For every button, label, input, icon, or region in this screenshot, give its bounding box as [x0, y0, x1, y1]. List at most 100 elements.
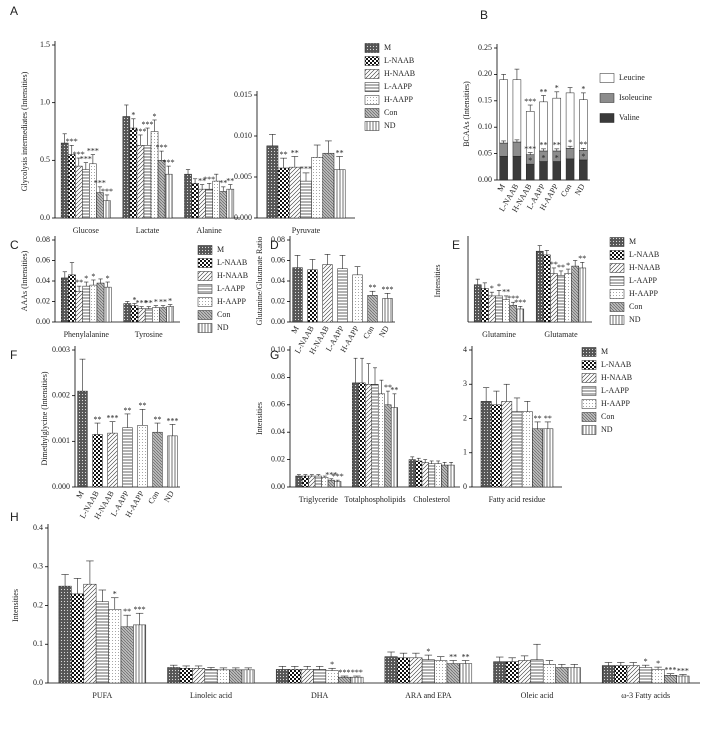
y-axis-label: Intensities: [255, 402, 264, 435]
significance: **: [390, 386, 398, 395]
legend-swatch: [581, 386, 597, 396]
x-tick-label: Oleic acid: [521, 691, 554, 700]
significance: *: [154, 297, 158, 306]
bar-segment: [512, 141, 522, 157]
y-tick-label: 0.00: [271, 317, 285, 326]
significance: ***: [524, 97, 536, 106]
x-tick-label: Pyruvate: [292, 226, 321, 235]
bar: [288, 166, 301, 219]
bar: [676, 675, 690, 684]
legend-swatch: [581, 399, 597, 409]
significance: **: [123, 607, 131, 616]
bar: [521, 411, 533, 488]
legend-swatch: [609, 302, 625, 312]
bar: [327, 479, 335, 488]
y-tick-label: 0.08: [271, 372, 285, 381]
legend-swatch: [197, 323, 213, 333]
legend-label: H-AAPP: [629, 289, 658, 298]
significance: *: [84, 274, 88, 283]
bar: [518, 660, 532, 684]
bar: [61, 277, 69, 323]
significance: **: [502, 288, 510, 297]
legend-label: H-NAAB: [217, 271, 248, 280]
legend-swatch: [197, 271, 213, 281]
bar: [137, 425, 148, 488]
bar: [92, 434, 103, 488]
bar: [377, 393, 385, 488]
significance: *: [153, 112, 157, 121]
y-tick-label: 0.10: [271, 345, 285, 354]
legend-swatch: [609, 237, 625, 247]
x-tick-label: Glucose: [73, 226, 100, 235]
legend-swatch: [609, 289, 625, 299]
bar: [67, 154, 76, 219]
y-tick-label: 0.1: [33, 639, 43, 648]
x-tick-label: ω-3 Fatty acids: [621, 691, 670, 700]
bar: [409, 657, 423, 684]
y-tick-label: 0.003: [52, 345, 70, 354]
bar: [651, 669, 665, 684]
y-axis-label: Glycolysis intermediates (Intensities): [20, 71, 29, 191]
significance: **: [578, 254, 586, 263]
bar: [311, 157, 324, 219]
significance: ***: [514, 298, 526, 307]
x-tick-label: PUFA: [92, 691, 112, 700]
significance: ***: [325, 471, 337, 480]
significance: ***: [156, 143, 168, 152]
significance: *: [644, 657, 648, 666]
panel-label: B: [480, 8, 488, 22]
significance: *: [426, 647, 430, 656]
bar: [164, 173, 173, 219]
y-tick-label: 0.06: [271, 400, 285, 409]
legend-label: Valine: [619, 113, 640, 122]
bar: [152, 431, 163, 488]
y-tick-label: 0.002: [52, 390, 70, 399]
y-tick-label: 1.5: [40, 40, 50, 49]
bar: [491, 404, 502, 488]
significance: **: [280, 150, 288, 159]
bar: [397, 657, 410, 684]
legend-swatch: [599, 73, 615, 83]
bar: [626, 665, 640, 684]
significance: ***: [134, 127, 146, 136]
legend-swatch: [609, 263, 625, 273]
bar: [459, 663, 473, 684]
y-axis-label: BCAAs (Intensities): [462, 81, 471, 147]
y-tick-label: 0.000: [234, 213, 252, 222]
significance: **: [462, 652, 470, 661]
panel-label: C: [10, 238, 19, 252]
legend-label: Con: [629, 302, 642, 311]
bar: [122, 116, 131, 219]
x-tick-label: Glutamate: [544, 330, 578, 339]
significance: *: [656, 659, 660, 668]
bar: [159, 307, 167, 323]
bar: [241, 669, 255, 684]
y-tick-label: 0.10: [478, 122, 492, 131]
x-tick-label: ND: [573, 182, 587, 197]
legend-label: ND: [601, 425, 613, 434]
bar: [550, 273, 558, 323]
significance: *: [330, 660, 334, 669]
significance: ***: [300, 165, 312, 174]
bar: [133, 624, 147, 684]
bar: [382, 298, 393, 323]
significance: *: [497, 282, 501, 291]
y-axis-label: Dimethylglycine (Intensities): [40, 371, 49, 465]
significance: *: [106, 274, 110, 283]
bar: [216, 669, 230, 684]
y-axis-label: AAAs (Intensities): [20, 250, 29, 311]
legend-label: Con: [217, 310, 230, 319]
significance: ***: [134, 605, 146, 614]
legend-swatch: [581, 425, 597, 435]
legend-label: L-NAAB: [217, 258, 247, 267]
bar: [229, 669, 243, 684]
x-tick-label: Cholesterol: [413, 495, 451, 504]
legend-label: M: [629, 237, 636, 246]
bar-segment: [539, 161, 548, 181]
bar: [421, 659, 435, 684]
y-tick-label: 0.00: [271, 482, 285, 491]
significance: **: [557, 263, 565, 272]
bar: [322, 152, 335, 219]
significance: *: [132, 295, 136, 304]
legend-label: H-NAAB: [601, 373, 632, 382]
